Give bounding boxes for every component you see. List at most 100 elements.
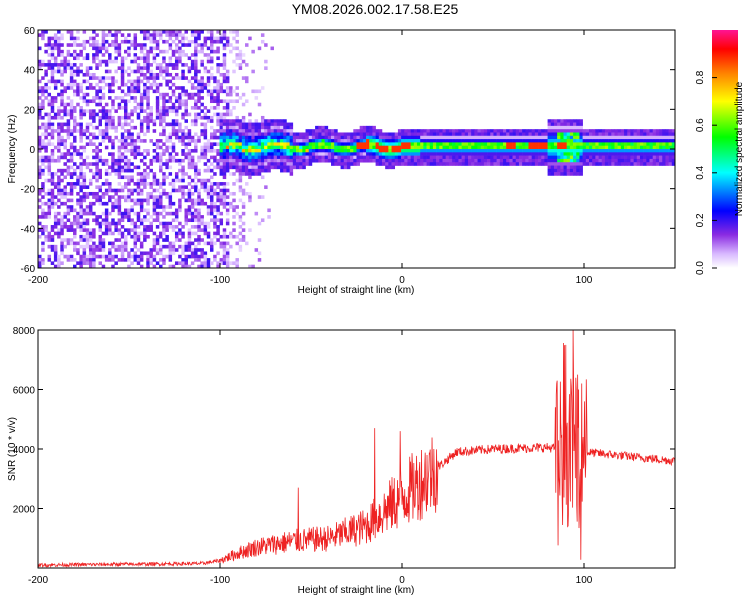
spectrogram-cell	[108, 59, 112, 64]
spectrogram-cell	[531, 145, 536, 150]
spectrogram-cell	[509, 142, 513, 146]
spectrogram-cell	[592, 145, 596, 150]
spectrogram-cell	[155, 251, 160, 256]
spectrogram-cell	[528, 162, 532, 166]
spectrogram-cell	[194, 36, 198, 41]
spectrogram-cell	[668, 149, 673, 153]
spectrogram-cell	[184, 89, 188, 94]
spectrogram-cell	[155, 211, 160, 216]
spectrogram-cell	[213, 135, 217, 140]
spectrogram-cell	[149, 158, 153, 163]
spectrogram-cell	[111, 162, 115, 166]
spectrogram-cell	[187, 39, 192, 44]
spectrogram-cell	[41, 115, 45, 120]
spectrogram-cell	[254, 149, 259, 153]
spectrogram-cell	[483, 145, 488, 150]
spectrogram-cell	[248, 155, 252, 160]
spectrogram-cell	[346, 139, 351, 143]
spectrogram-cell	[178, 99, 182, 104]
spectrogram-cell	[53, 172, 58, 176]
spectrogram-cell	[130, 178, 134, 183]
spectrogram-cell	[88, 244, 93, 249]
spectrogram-cell	[63, 215, 67, 219]
spectrogram-cell	[222, 145, 227, 150]
spectrogram-cell	[311, 142, 316, 146]
spectrogram-cell	[162, 191, 166, 196]
spectrogram-cell	[155, 188, 160, 193]
spectrogram-cell	[388, 142, 392, 146]
spectrogram-cell	[624, 158, 628, 163]
spectrogram-cell	[130, 96, 134, 100]
spectrogram-cell	[563, 132, 567, 137]
spectrogram-cell	[474, 142, 478, 146]
spectrogram-cell	[92, 46, 96, 51]
spectrogram-cell	[324, 129, 329, 133]
spectrogram-cell	[85, 79, 90, 84]
spectrogram-cell	[206, 109, 211, 113]
spectrogram-cell	[53, 221, 58, 226]
spectrogram-cell	[235, 162, 239, 166]
spectrogram-cell	[69, 221, 74, 226]
spectrogram-cell	[229, 155, 233, 160]
spectrogram-cell	[573, 119, 577, 123]
spectrogram-cell	[98, 122, 102, 127]
spectrogram-cell	[98, 254, 102, 259]
spectrogram-cell	[636, 162, 641, 166]
spectrogram-cell	[566, 119, 571, 123]
spectrogram-cell	[209, 135, 214, 140]
spectrogram-cell	[318, 132, 322, 137]
spectrogram-cell	[636, 158, 641, 163]
spectrogram-cell	[369, 135, 373, 140]
spectrogram-cell	[538, 129, 542, 133]
spectrogram-cell	[104, 115, 109, 120]
spectrogram-cell	[518, 132, 523, 137]
spectrogram-cell	[181, 135, 185, 140]
spectrogram-cell	[174, 211, 179, 216]
spectrogram-cell	[229, 139, 233, 143]
spectrogram-cell	[213, 96, 217, 100]
spectrogram-cell	[194, 145, 198, 150]
spectrogram-cell	[464, 132, 469, 137]
spectrogram-cell	[187, 165, 192, 170]
spectrogram-cell	[178, 178, 182, 183]
spectrogram-cell	[82, 172, 87, 176]
spectrogram-cell	[168, 195, 173, 199]
spectrogram-cell	[104, 221, 109, 226]
spectrogram-cell	[120, 99, 125, 104]
spectrogram-cell	[143, 231, 147, 236]
spectrogram-cell	[155, 155, 160, 160]
spectrogram-cell	[143, 36, 147, 41]
spectrogram-cell	[471, 162, 475, 166]
spectrogram-cell	[85, 211, 90, 216]
spectrogram-cell	[375, 152, 380, 156]
spectrogram-cell	[159, 191, 163, 196]
spectrogram-cell	[238, 178, 243, 183]
spectrogram-cell	[124, 82, 128, 87]
spectrogram-cell	[187, 238, 192, 242]
spectrogram-cell	[95, 112, 99, 117]
spectrogram-cell	[117, 211, 122, 216]
spectrogram-cell	[146, 96, 150, 100]
spectrogram-cell	[127, 66, 131, 70]
spectrogram-cell	[311, 152, 316, 156]
spectrogram-cell	[216, 152, 220, 156]
spectrogram-cell	[270, 129, 274, 133]
spectrogram-cell	[194, 102, 198, 107]
spectrogram-cell	[165, 30, 169, 34]
spectrogram-cell	[295, 135, 300, 140]
spectrogram-cell	[283, 122, 287, 127]
spectrogram-cell	[260, 165, 265, 170]
spectrogram-cell	[225, 106, 230, 110]
spectrogram-cell	[506, 135, 510, 140]
spectrogram-cell	[585, 155, 590, 160]
spectrogram-cell	[79, 168, 83, 173]
spectrogram-cell	[260, 158, 265, 163]
spectrogram-cell	[547, 122, 552, 127]
spectrogram-cell	[474, 145, 478, 150]
spectrogram-cell	[143, 182, 147, 186]
spectrogram-cell	[104, 215, 109, 219]
spectrogram-cell	[178, 92, 182, 97]
spectrogram-cell	[162, 39, 166, 44]
spectrogram-cell	[452, 142, 456, 146]
spectrogram-cell	[197, 218, 201, 223]
